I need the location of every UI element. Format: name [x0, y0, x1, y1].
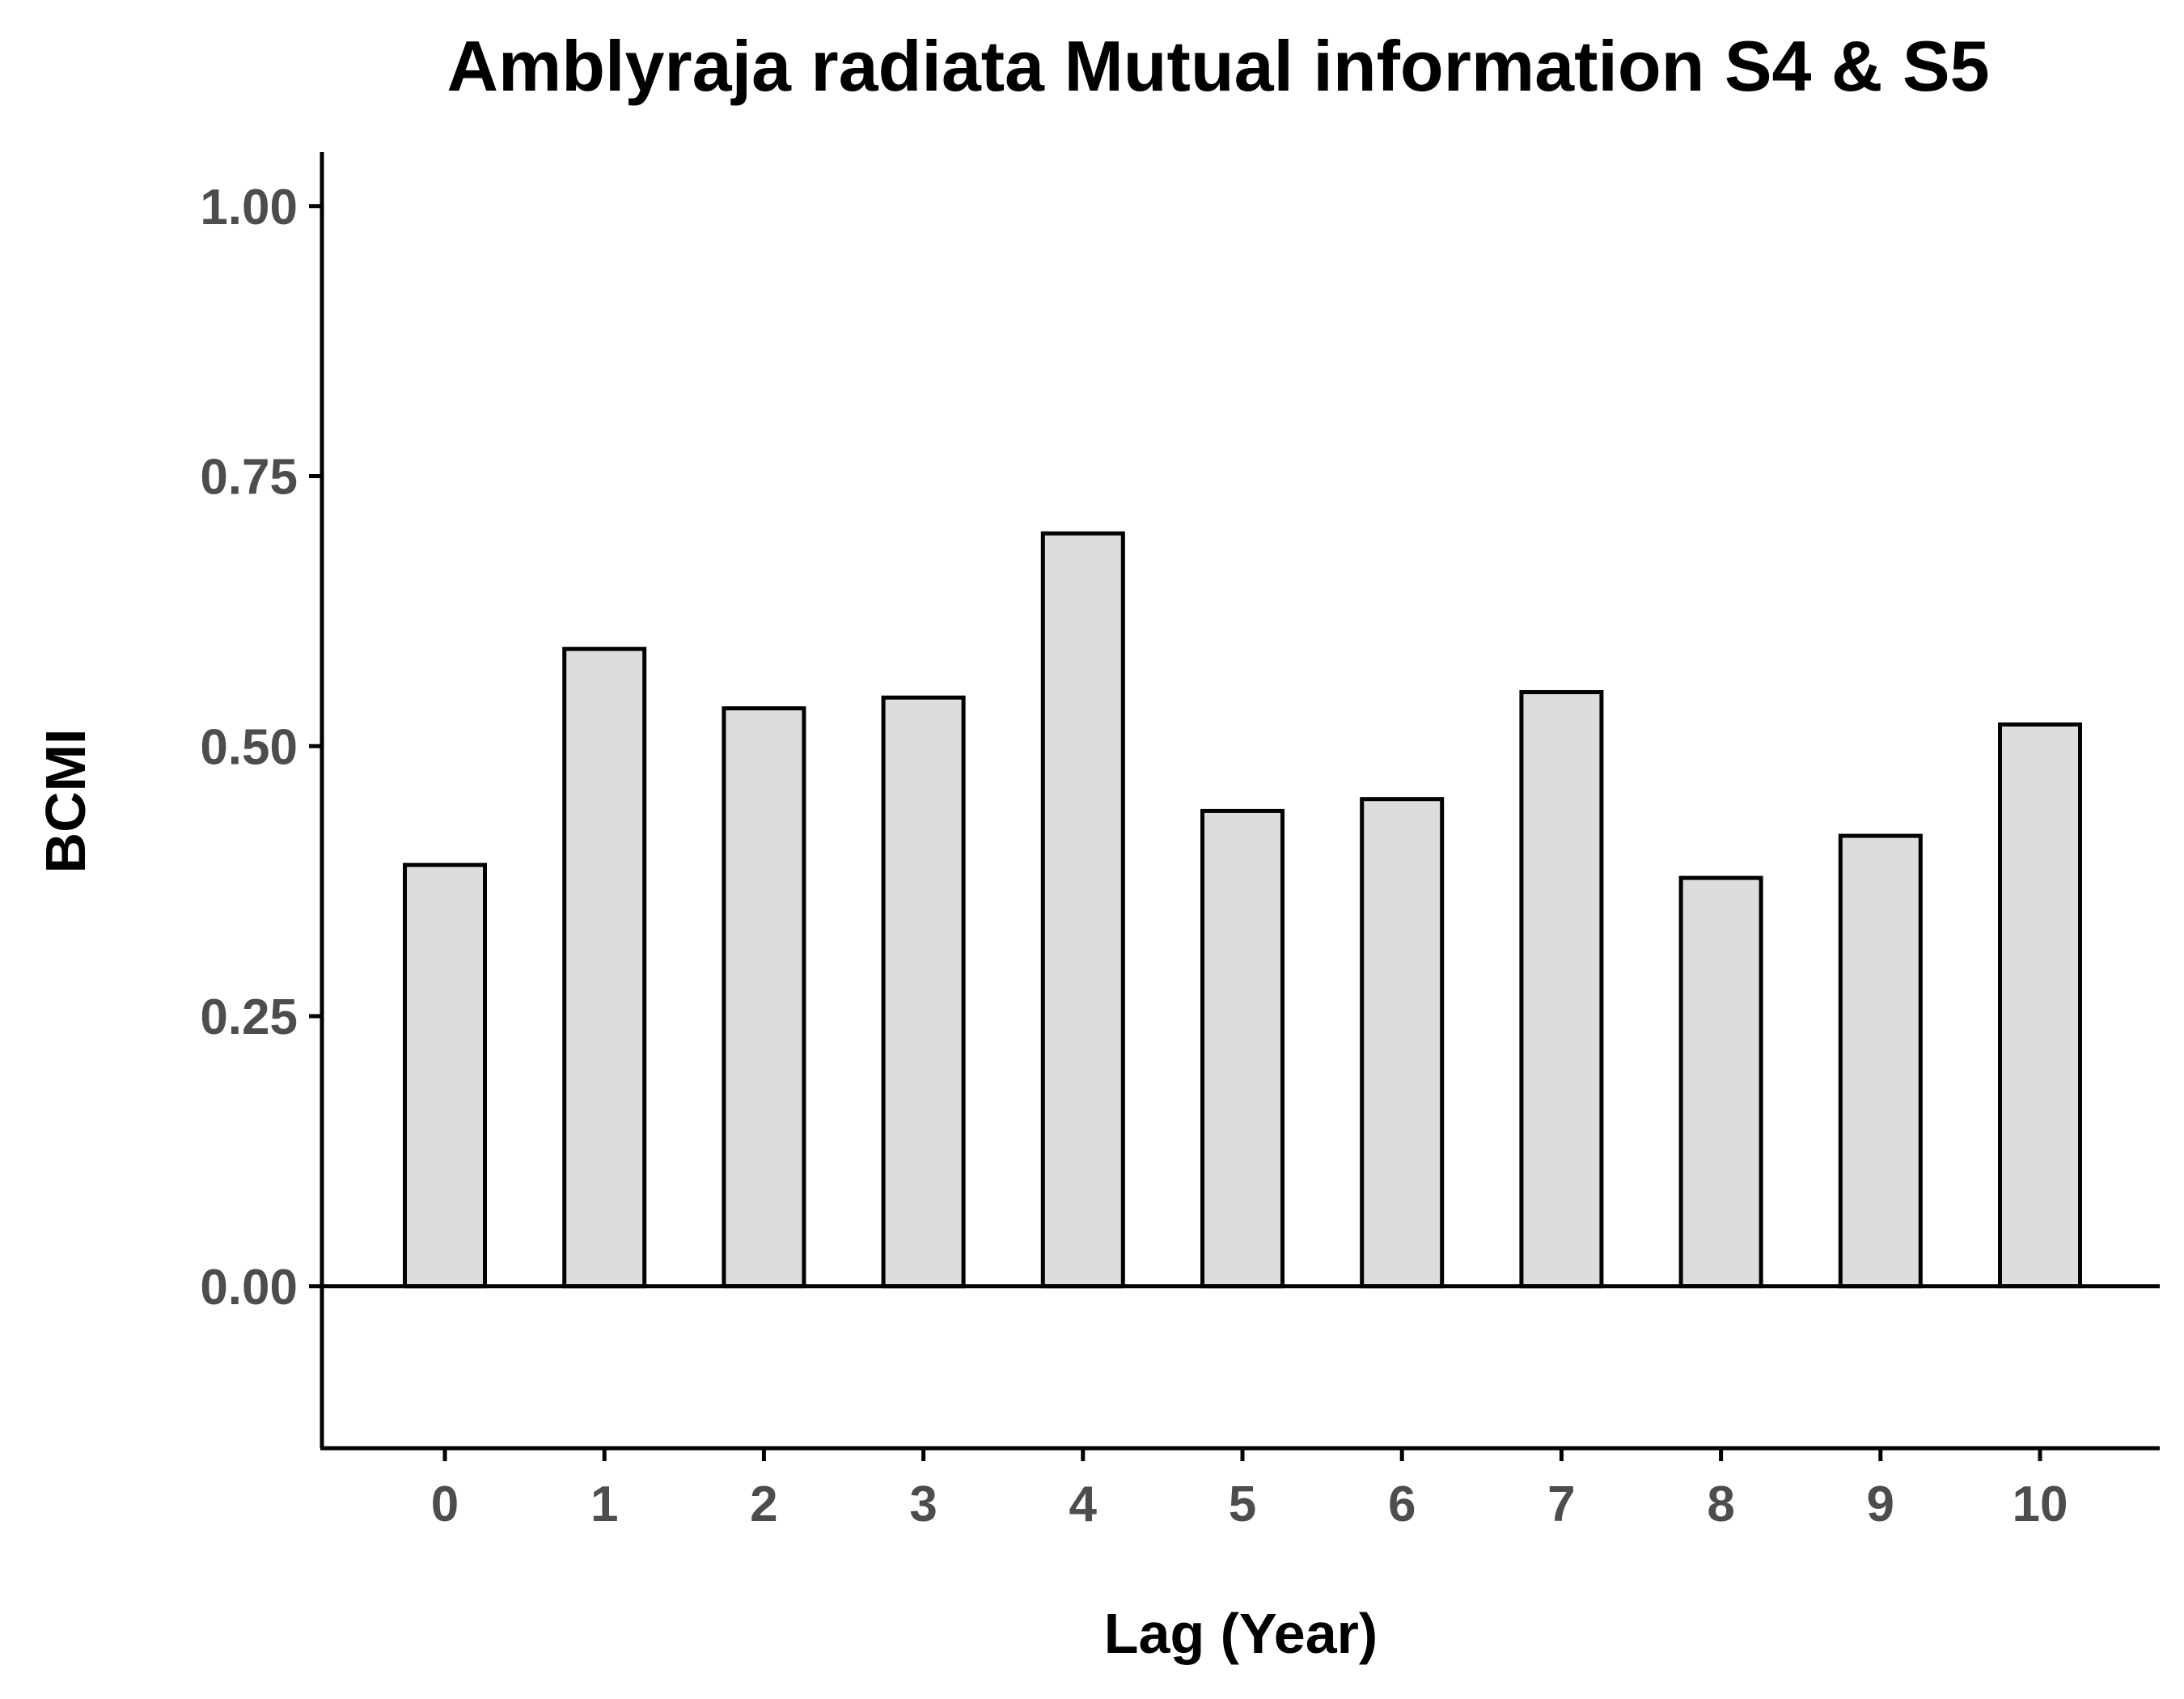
bar-lag-7 — [1519, 690, 1604, 1289]
y-tick-label: 0.25 — [200, 989, 298, 1045]
y-ticks-layer: 0.00 0.25 0.50 0.75 1.00 — [200, 180, 322, 1316]
y-axis-title: BCMI — [34, 729, 97, 874]
bars-layer — [403, 531, 2082, 1289]
x-tick-label: 3 — [909, 1477, 937, 1532]
y-tick-label: 0.50 — [200, 719, 298, 775]
bar-lag-4 — [1040, 531, 1125, 1289]
x-axis-title: Lag (Year) — [1104, 1602, 1378, 1665]
chart-title: Amblyraja radiata Mutual information S4 … — [447, 26, 1989, 106]
y-tick-label: 0.00 — [200, 1260, 298, 1316]
bar-lag-0 — [403, 862, 487, 1289]
x-ticks-layer: 0 1 2 3 4 5 6 7 8 9 10 — [431, 1448, 2068, 1532]
bar-lag-3 — [881, 695, 966, 1289]
bar-lag-6 — [1360, 797, 1445, 1289]
x-tick-label: 0 — [431, 1477, 459, 1532]
x-tick-label: 6 — [1388, 1477, 1416, 1532]
x-tick-label: 1 — [590, 1477, 618, 1532]
bar-lag-1 — [562, 646, 647, 1289]
bar-lag-10 — [1998, 722, 2082, 1289]
bar-lag-8 — [1678, 875, 1763, 1289]
y-tick-label: 0.75 — [200, 450, 298, 506]
x-tick-label: 10 — [2013, 1477, 2068, 1532]
x-tick-label: 7 — [1547, 1477, 1575, 1532]
x-tick-label: 4 — [1069, 1477, 1098, 1532]
x-tick-label: 9 — [1867, 1477, 1894, 1532]
axes-layer — [320, 152, 2160, 1451]
bar-lag-2 — [722, 706, 806, 1289]
bar-lag-5 — [1200, 808, 1285, 1289]
x-tick-label: 2 — [750, 1477, 777, 1532]
y-tick-label: 1.00 — [200, 180, 298, 235]
bar-lag-9 — [1838, 833, 1923, 1289]
x-tick-label: 8 — [1707, 1477, 1734, 1532]
x-tick-label: 5 — [1229, 1477, 1256, 1532]
